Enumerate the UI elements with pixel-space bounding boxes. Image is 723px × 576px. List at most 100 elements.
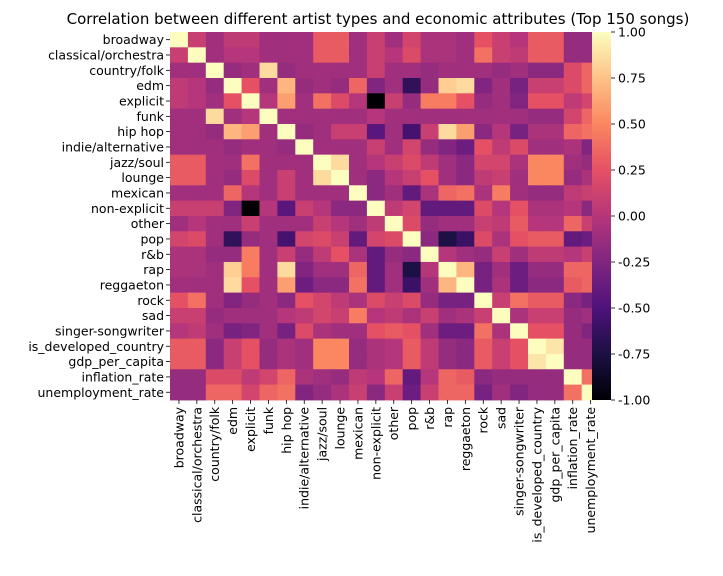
heatmap-cell: [474, 277, 493, 294]
heatmap-cell: [438, 307, 457, 324]
heatmap-cell: [402, 215, 422, 232]
heatmap-cell: [510, 338, 529, 355]
y-tick-label: other: [131, 216, 165, 231]
heatmap-cell: [456, 47, 475, 64]
heatmap-cell: [420, 261, 439, 278]
heatmap-cell: [563, 353, 583, 370]
heatmap-cell: [456, 246, 475, 263]
heatmap-cell: [223, 62, 243, 79]
heatmap-cell: [510, 307, 529, 324]
heatmap-cell: [474, 384, 493, 401]
heatmap-cell: [241, 261, 260, 278]
heatmap-cell: [438, 139, 457, 156]
y-tick-label: inflation_rate: [81, 369, 164, 384]
y-tick-label: classical/orchestra: [48, 47, 164, 62]
heatmap-cell: [456, 369, 475, 386]
heatmap-cell: [384, 369, 404, 386]
heatmap-cell: [402, 261, 422, 278]
heatmap-cell: [420, 139, 439, 156]
heatmap-cell: [259, 139, 278, 156]
heatmap-cell: [474, 215, 493, 232]
heatmap-cell: [438, 277, 457, 294]
heatmap-cell: [170, 353, 189, 370]
heatmap-cell: [170, 185, 189, 202]
heatmap-cell: [331, 62, 350, 79]
heatmap-cell: [563, 323, 583, 340]
y-tick-label: mexican: [111, 185, 164, 200]
heatmap-cell: [474, 169, 493, 186]
heatmap-cell: [384, 246, 404, 263]
heatmap-cell: [474, 261, 493, 278]
heatmap-cell: [277, 246, 296, 263]
heatmap-cell: [295, 369, 314, 386]
y-tick-label: hip hop: [117, 124, 164, 139]
chart-title: Correlation between different artist typ…: [67, 10, 690, 28]
heatmap-cell: [563, 200, 583, 217]
heatmap-cell: [456, 353, 475, 370]
heatmap-cell: [331, 108, 350, 125]
heatmap-cell: [259, 123, 278, 140]
heatmap-cell: [295, 139, 314, 156]
heatmap-cell: [438, 369, 457, 386]
heatmap-cell: [241, 292, 260, 309]
heatmap-cell: [563, 62, 583, 79]
heatmap-cell: [438, 62, 457, 79]
heatmap-cell: [563, 77, 583, 94]
heatmap-cell: [366, 62, 386, 79]
heatmap-cell: [545, 246, 565, 263]
heatmap-cell: [492, 185, 511, 202]
heatmap-cell: [170, 77, 189, 94]
heatmap-cell: [349, 200, 368, 217]
heatmap-cell: [259, 185, 278, 202]
heatmap-cell: [438, 169, 457, 186]
x-tick-label: non-explicit: [368, 407, 383, 480]
heatmap-cell: [349, 353, 368, 370]
heatmap-cell: [563, 154, 583, 171]
heatmap-cell: [241, 93, 260, 110]
heatmap-cell: [492, 231, 511, 248]
heatmap-cell: [366, 108, 386, 125]
heatmap-cell: [241, 384, 260, 401]
heatmap-cell: [545, 323, 565, 340]
colorbar-tick-label: 0.50: [618, 117, 646, 132]
heatmap-cell: [438, 215, 457, 232]
x-tick-label: lounge: [333, 407, 348, 450]
heatmap-cell: [545, 108, 565, 125]
heatmap-cell: [295, 353, 314, 370]
heatmap-cell: [223, 353, 243, 370]
heatmap-cell: [295, 307, 314, 324]
heatmap-cell: [187, 246, 207, 263]
heatmap-cell: [456, 77, 475, 94]
heatmap-cell: [170, 323, 189, 340]
heatmap-cell: [366, 323, 386, 340]
heatmap-cell: [187, 323, 207, 340]
heatmap-cell: [510, 292, 529, 309]
heatmap-cell: [331, 123, 350, 140]
heatmap-cell: [349, 185, 368, 202]
heatmap-cell: [510, 93, 529, 110]
heatmap-cell: [366, 47, 386, 64]
heatmap-cell: [277, 338, 296, 355]
heatmap-cell: [366, 261, 386, 278]
heatmap-cell: [402, 123, 422, 140]
heatmap-cell: [420, 93, 439, 110]
heatmap-cell: [349, 154, 368, 171]
heatmap-cell: [205, 277, 225, 294]
x-tick-label: sad: [494, 407, 509, 429]
heatmap-cell: [474, 292, 493, 309]
heatmap-cell: [563, 215, 583, 232]
heatmap-cell: [492, 215, 511, 232]
heatmap-cell: [420, 200, 439, 217]
heatmap-cell: [492, 246, 511, 263]
heatmap-cell: [492, 32, 511, 48]
heatmap-cell: [313, 338, 332, 355]
heatmap-cell: [366, 231, 386, 248]
heatmap-cell: [205, 185, 225, 202]
heatmap-cell: [528, 185, 547, 202]
x-tick-label: classical/orchestra: [189, 407, 204, 523]
heatmap-cell: [384, 277, 404, 294]
heatmap-cell: [510, 246, 529, 263]
heatmap-cell: [313, 169, 332, 186]
heatmap-cell: [545, 185, 565, 202]
heatmap-cell: [366, 215, 386, 232]
